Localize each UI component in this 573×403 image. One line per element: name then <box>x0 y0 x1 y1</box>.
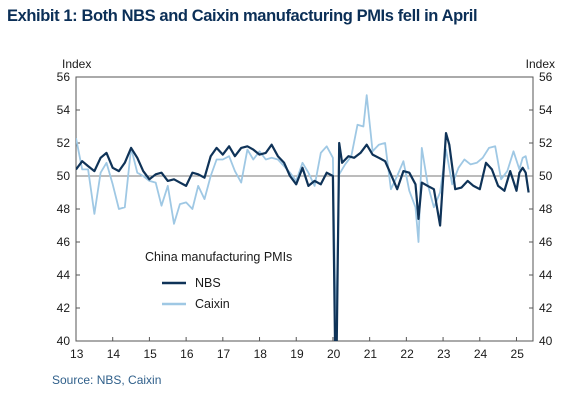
y-tick-label-right: 54 <box>539 103 553 117</box>
y-axis-label-right: Index <box>526 57 555 71</box>
x-tick-label: 18 <box>254 347 268 361</box>
chart-title: Exhibit 1: Both NBS and Caixin manufactu… <box>7 7 478 25</box>
y-tick-label-left: 56 <box>57 70 71 84</box>
y-tick-label-right: 40 <box>539 334 553 348</box>
y-tick-label-left: 48 <box>57 202 71 216</box>
y-tick-label-right: 52 <box>539 136 553 150</box>
x-tick-label: 13 <box>70 347 84 361</box>
legend-label-nbs: NBS <box>195 276 221 290</box>
x-tick-label: 20 <box>327 347 341 361</box>
y-tick-label-right: 44 <box>539 268 553 282</box>
y-tick-label-right: 50 <box>539 169 553 183</box>
x-tick-label: 14 <box>107 347 121 361</box>
x-tick-label: 19 <box>290 347 304 361</box>
chart-source: Source: NBS, Caixin <box>52 373 162 387</box>
legend-label-caixin: Caixin <box>195 297 230 311</box>
y-tick-label-left: 52 <box>57 136 71 150</box>
y-tick-label-left: 44 <box>57 268 71 282</box>
y-tick-label-left: 40 <box>57 334 71 348</box>
chart-legend: China manufacturing PMIs NBS Caixin <box>145 250 292 311</box>
x-tick-label: 21 <box>364 347 378 361</box>
series-line-nbs <box>76 132 530 341</box>
chart-series <box>76 94 530 341</box>
y-tick-label-left: 46 <box>57 235 71 249</box>
y-tick-label-left: 54 <box>57 103 71 117</box>
x-tick-label: 17 <box>217 347 231 361</box>
y-tick-label-right: 48 <box>539 202 553 216</box>
y-axis-label-left: Index <box>62 57 91 71</box>
x-tick-label: 24 <box>474 347 488 361</box>
legend-title: China manufacturing PMIs <box>145 250 292 264</box>
x-tick-label: 25 <box>511 347 525 361</box>
y-tick-label-left: 42 <box>57 301 71 315</box>
plot-frame <box>75 76 534 342</box>
y-tick-label-right: 56 <box>539 70 553 84</box>
x-tick-label: 22 <box>400 347 414 361</box>
x-tick-label: 15 <box>143 347 157 361</box>
y-tick-label-right: 46 <box>539 235 553 249</box>
x-tick-label: 23 <box>437 347 451 361</box>
series-line-caixin <box>76 94 530 337</box>
y-tick-label-right: 42 <box>539 301 553 315</box>
x-tick-label: 16 <box>180 347 194 361</box>
y-tick-label-left: 50 <box>57 169 71 183</box>
